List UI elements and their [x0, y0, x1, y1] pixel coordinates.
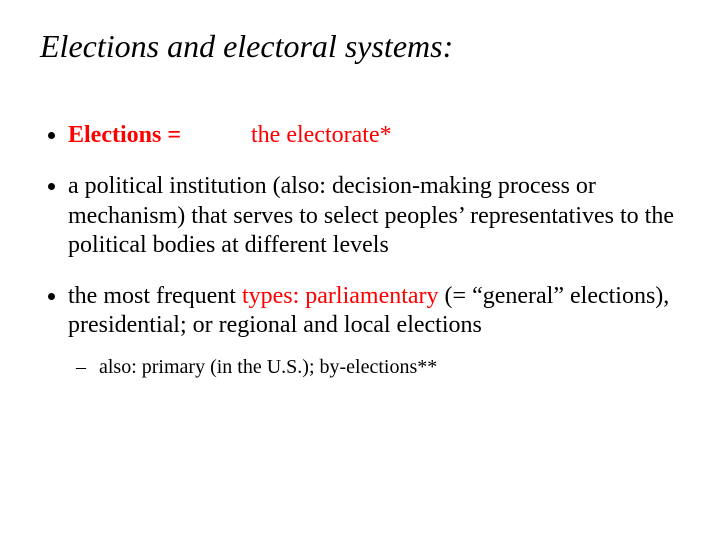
bullet-2-text: a political institution (also: decision-…	[68, 173, 674, 258]
slide-title: Elections and electoral systems:	[40, 28, 680, 65]
bullet-list: Elections = the electorate* a political i…	[40, 121, 680, 380]
bullet-item-2: a political institution (also: decision-…	[68, 172, 680, 260]
sub-bullet-item-1: also: primary (in the U.S.); by-election…	[94, 355, 680, 380]
sub-bullet-1-text: also: primary (in the U.S.); by-election…	[99, 356, 437, 378]
sub-bullet-list: also: primary (in the U.S.); by-election…	[68, 355, 680, 380]
bullet-item-3: the most frequent types: parliamentary (…	[68, 282, 680, 380]
bullet-3-pre: the most frequent	[68, 283, 242, 309]
bullet-item-1: Elections = the electorate*	[68, 121, 680, 150]
bullet-1-right: the electorate*	[251, 122, 392, 148]
bullet-3-em: types: parliamentary	[242, 283, 439, 309]
bullet-1-left: Elections =	[68, 122, 181, 148]
slide: Elections and electoral systems: Electio…	[0, 0, 720, 540]
